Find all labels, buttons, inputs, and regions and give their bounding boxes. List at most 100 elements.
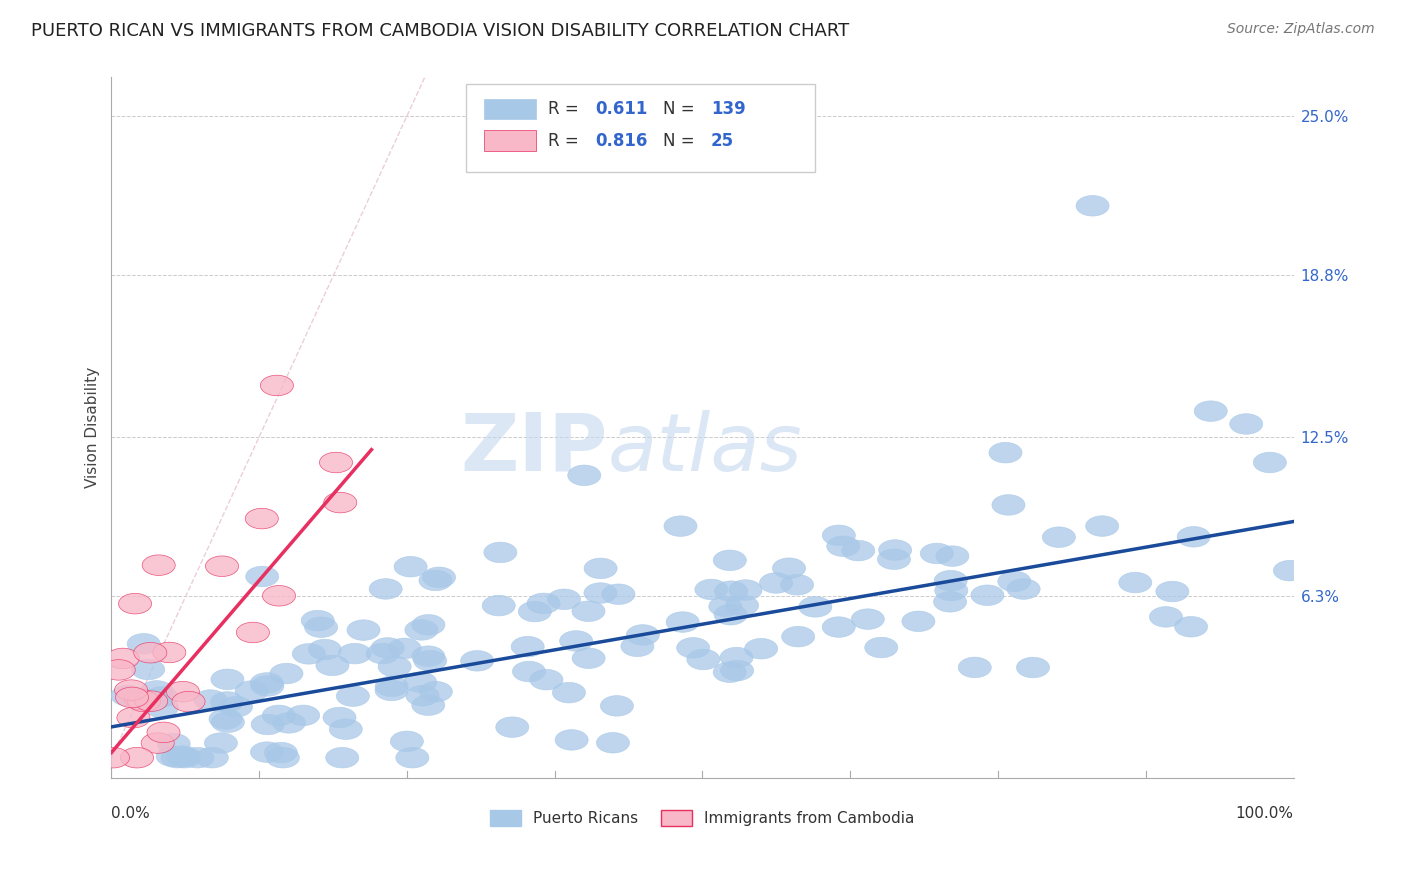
Ellipse shape: [370, 579, 402, 599]
Ellipse shape: [823, 616, 855, 638]
Ellipse shape: [172, 691, 205, 712]
Ellipse shape: [827, 536, 860, 557]
Text: N =: N =: [664, 131, 700, 150]
Ellipse shape: [157, 733, 190, 754]
Ellipse shape: [484, 542, 517, 563]
Ellipse shape: [823, 525, 855, 546]
Ellipse shape: [412, 646, 444, 666]
Ellipse shape: [720, 648, 754, 668]
Ellipse shape: [934, 570, 967, 591]
Ellipse shape: [366, 643, 399, 664]
Ellipse shape: [245, 508, 278, 529]
Ellipse shape: [103, 660, 135, 681]
Ellipse shape: [714, 605, 747, 625]
Text: PUERTO RICAN VS IMMIGRANTS FROM CAMBODIA VISION DISABILITY CORRELATION CHART: PUERTO RICAN VS IMMIGRANTS FROM CAMBODIA…: [31, 22, 849, 40]
Ellipse shape: [141, 681, 173, 701]
Ellipse shape: [621, 636, 654, 657]
Ellipse shape: [115, 687, 149, 707]
Ellipse shape: [236, 623, 270, 643]
Ellipse shape: [1194, 401, 1227, 421]
Y-axis label: Vision Disability: Vision Disability: [86, 368, 100, 489]
Ellipse shape: [1253, 452, 1286, 473]
Ellipse shape: [461, 650, 494, 671]
Ellipse shape: [391, 731, 423, 752]
Ellipse shape: [709, 596, 742, 616]
Ellipse shape: [423, 567, 456, 588]
Text: 25: 25: [710, 131, 734, 150]
Text: atlas: atlas: [607, 409, 803, 488]
Ellipse shape: [583, 558, 617, 579]
Ellipse shape: [263, 585, 295, 606]
Ellipse shape: [388, 638, 422, 658]
Ellipse shape: [772, 558, 806, 579]
Text: N =: N =: [664, 100, 700, 118]
Legend: Puerto Ricans, Immigrants from Cambodia: Puerto Ricans, Immigrants from Cambodia: [482, 803, 922, 834]
Ellipse shape: [686, 649, 720, 670]
Ellipse shape: [759, 573, 793, 593]
Text: 139: 139: [710, 100, 745, 118]
Ellipse shape: [405, 620, 437, 640]
Ellipse shape: [323, 492, 357, 513]
Ellipse shape: [695, 579, 728, 599]
Ellipse shape: [602, 584, 636, 605]
Ellipse shape: [782, 626, 814, 647]
Ellipse shape: [145, 687, 179, 707]
Ellipse shape: [1076, 195, 1109, 216]
Ellipse shape: [527, 593, 560, 614]
Ellipse shape: [1274, 560, 1306, 581]
Ellipse shape: [583, 582, 617, 603]
Text: 0.611: 0.611: [595, 100, 647, 118]
Ellipse shape: [264, 742, 298, 763]
Ellipse shape: [250, 675, 284, 697]
Ellipse shape: [666, 612, 699, 632]
Ellipse shape: [780, 574, 814, 595]
Ellipse shape: [879, 540, 911, 560]
Ellipse shape: [167, 747, 201, 768]
Ellipse shape: [396, 747, 429, 768]
Ellipse shape: [626, 624, 659, 645]
Ellipse shape: [195, 747, 228, 768]
Ellipse shape: [560, 631, 593, 651]
Ellipse shape: [851, 609, 884, 630]
Ellipse shape: [160, 747, 194, 768]
Ellipse shape: [211, 691, 243, 712]
Text: ZIP: ZIP: [461, 409, 607, 488]
Ellipse shape: [266, 747, 299, 768]
Ellipse shape: [263, 706, 295, 726]
Ellipse shape: [118, 593, 152, 614]
Ellipse shape: [419, 681, 453, 702]
Ellipse shape: [166, 681, 200, 702]
Ellipse shape: [935, 581, 967, 601]
Ellipse shape: [209, 709, 242, 730]
Ellipse shape: [482, 595, 515, 615]
Ellipse shape: [128, 691, 160, 712]
Ellipse shape: [148, 723, 180, 743]
Text: 0.816: 0.816: [595, 131, 647, 150]
Ellipse shape: [132, 659, 165, 680]
Ellipse shape: [121, 747, 153, 768]
Ellipse shape: [194, 690, 226, 710]
Ellipse shape: [246, 566, 278, 587]
Ellipse shape: [936, 546, 969, 566]
Ellipse shape: [572, 648, 605, 668]
Ellipse shape: [135, 691, 167, 712]
Ellipse shape: [934, 591, 966, 612]
Ellipse shape: [676, 638, 710, 658]
Ellipse shape: [877, 549, 911, 569]
Ellipse shape: [1119, 573, 1152, 593]
Ellipse shape: [211, 669, 245, 690]
Ellipse shape: [413, 650, 447, 671]
Ellipse shape: [1007, 579, 1040, 599]
Ellipse shape: [270, 664, 304, 684]
Ellipse shape: [124, 690, 157, 710]
Ellipse shape: [547, 589, 581, 609]
Ellipse shape: [991, 495, 1025, 516]
Ellipse shape: [375, 681, 408, 701]
Ellipse shape: [596, 732, 630, 753]
Text: Source: ZipAtlas.com: Source: ZipAtlas.com: [1227, 22, 1375, 37]
Ellipse shape: [97, 747, 129, 768]
Ellipse shape: [921, 543, 953, 564]
Ellipse shape: [1017, 657, 1049, 678]
Ellipse shape: [412, 695, 444, 715]
Ellipse shape: [205, 556, 239, 576]
